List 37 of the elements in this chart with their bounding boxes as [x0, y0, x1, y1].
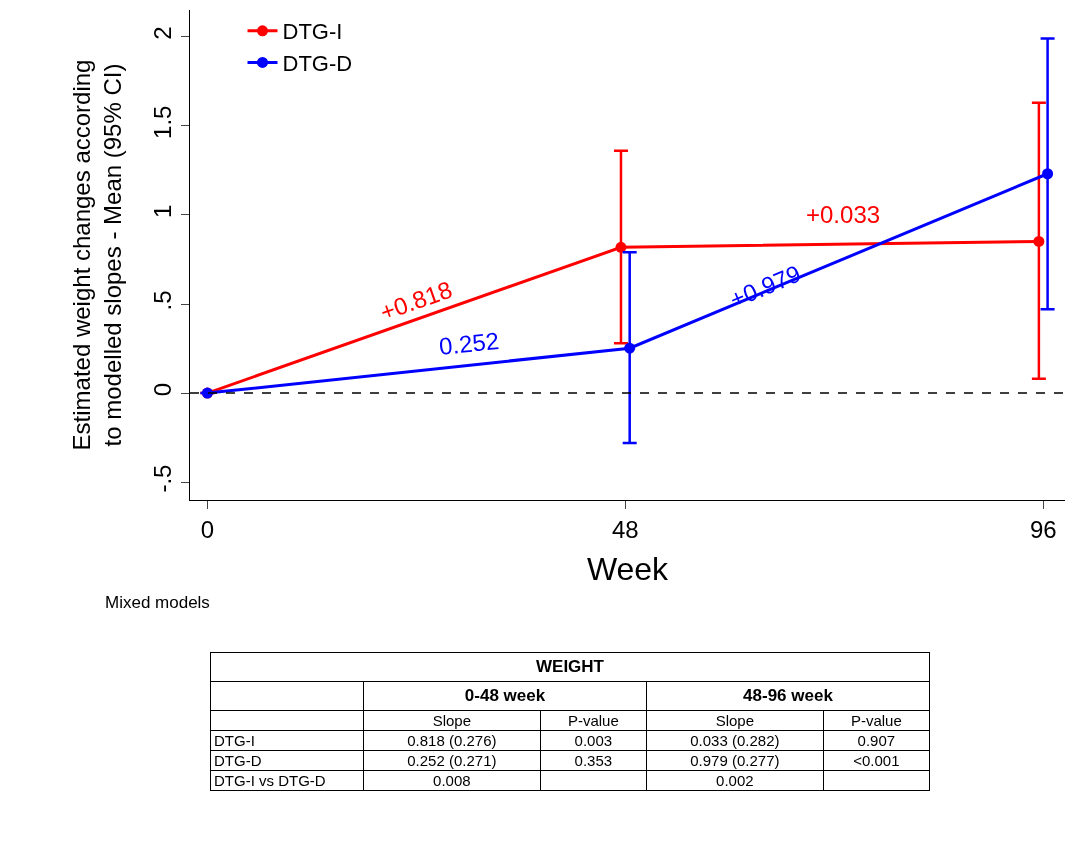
y-tick-label: -.5	[149, 464, 177, 493]
y-tick-label: 0	[149, 382, 177, 397]
category-label: DTG-I vs DTG-D	[214, 772, 326, 789]
category-label: DTG-D	[214, 752, 262, 769]
annotation: 0.252	[437, 326, 501, 361]
y-axis-title: Estimated weight changes according to modelled slopes - Mean (95% CI)	[68, 59, 127, 451]
category-label: DTG-I	[214, 732, 255, 749]
text: 0.002	[716, 772, 754, 789]
category-label: 0-48 week	[363, 681, 647, 711]
text: P-value	[850, 712, 902, 729]
text: 0.907	[857, 732, 896, 749]
x-tick-label: 96	[1029, 515, 1057, 543]
x-axis-title: Week	[586, 550, 670, 587]
text: Slope	[432, 712, 472, 729]
annotation: +0.033	[806, 201, 881, 228]
x-tick-label: 48	[611, 515, 639, 543]
text: 0.008	[433, 772, 471, 789]
y-tick-label: .5	[149, 290, 177, 311]
text: 0.033 (0.282)	[690, 732, 780, 749]
text: Mixed models	[105, 593, 210, 612]
text: <0.001	[853, 752, 900, 769]
text: 0.353	[574, 752, 613, 769]
text: 0.818 (0.276)	[407, 732, 497, 749]
text: 0.003	[574, 732, 613, 749]
text: P-value	[567, 712, 619, 729]
legend-label: DTG-I	[282, 19, 343, 45]
y-tick-label: 1.5	[149, 105, 177, 139]
text: 0.979 (0.277)	[690, 752, 780, 769]
x-tick-label: 0	[200, 515, 215, 543]
y-tick-label: 2	[149, 26, 177, 40]
legend-label: DTG-D	[282, 50, 353, 76]
category-label: 48-96 week	[646, 681, 930, 711]
text: 0.252 (0.271)	[407, 752, 497, 769]
text: Slope	[715, 712, 755, 729]
text: WEIGHT	[210, 652, 930, 682]
y-tick-label: 1	[149, 204, 177, 218]
annotation: +0.818	[376, 275, 456, 326]
